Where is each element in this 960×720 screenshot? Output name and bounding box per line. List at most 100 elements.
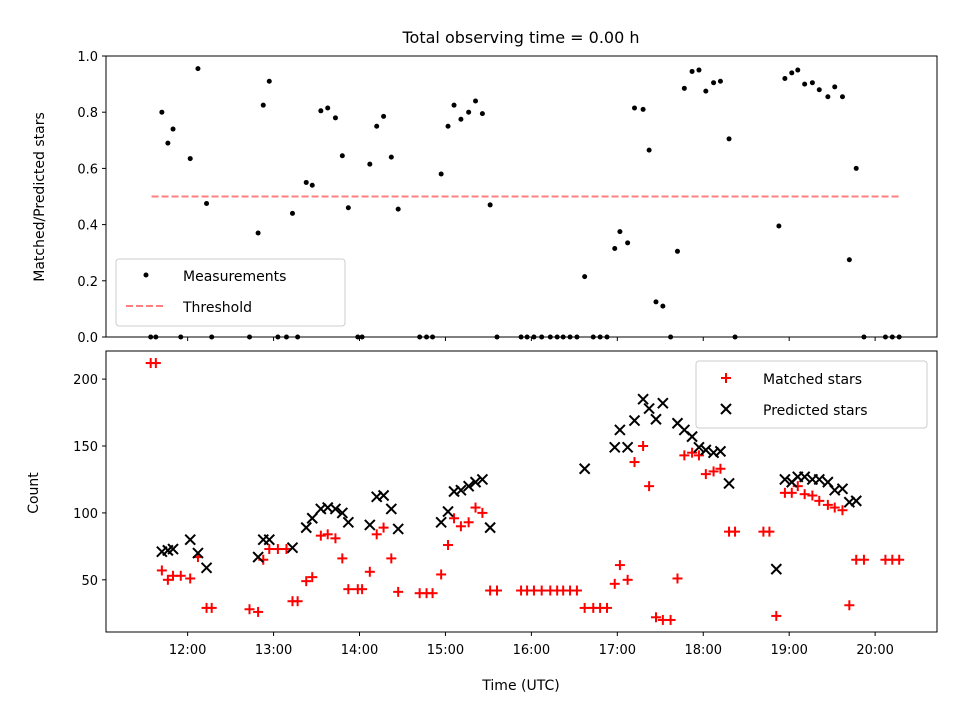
measurement-point xyxy=(388,154,394,160)
predicted-stars-point xyxy=(192,547,204,559)
predicted-stars-point xyxy=(300,521,312,534)
measurement-point xyxy=(479,111,485,117)
predicted-stars-point xyxy=(836,483,849,495)
matched-stars-point xyxy=(292,596,303,607)
measurement-point xyxy=(625,240,631,246)
x-tick-label: 16:00 xyxy=(513,643,550,658)
predicted-stars-point xyxy=(263,533,275,546)
matched-stars-point xyxy=(301,576,312,587)
measurement-point xyxy=(187,156,193,162)
predicted-stars-point xyxy=(252,551,264,563)
matched-stars-point xyxy=(272,544,283,555)
bottom-legend: Matched stars Predicted stars xyxy=(695,360,928,429)
predicted-stars-point xyxy=(306,512,318,524)
matched-stars-point xyxy=(644,481,655,492)
measurement-point xyxy=(632,105,638,111)
measurement-point xyxy=(195,66,201,72)
measurement-point xyxy=(318,108,324,114)
predicted-stars-point xyxy=(184,533,196,546)
measurement-point xyxy=(445,123,451,129)
matched-stars-point xyxy=(492,585,503,596)
matched-stars-point xyxy=(357,584,368,595)
matched-stars-point xyxy=(622,574,633,585)
predicted-stars-point xyxy=(200,562,213,574)
measurement-point xyxy=(309,182,315,188)
legend-matched-label: Matched stars xyxy=(763,372,862,388)
measurement-point xyxy=(703,88,709,94)
matched-stars-point xyxy=(807,490,818,501)
predicted-stars-point xyxy=(723,477,735,490)
measurement-point xyxy=(255,230,261,236)
predicted-stars-point xyxy=(484,521,496,534)
matched-stars-point xyxy=(650,612,661,623)
x-tick-label: 17:00 xyxy=(599,643,636,658)
measurement-point xyxy=(204,201,210,207)
measurement-point xyxy=(438,171,444,177)
measurement-point xyxy=(646,147,652,153)
measurement-point xyxy=(451,102,457,108)
predicted-stars-point xyxy=(476,473,489,486)
matched-stars-point xyxy=(150,358,161,369)
predicted-stars-point xyxy=(462,480,475,492)
predicted-stars-point xyxy=(637,393,649,405)
matched-stars-point xyxy=(427,588,438,599)
top-plot-frame xyxy=(105,55,938,338)
predicted-stars-point xyxy=(392,523,404,535)
measurement-point xyxy=(165,140,171,146)
predicted-stars-point xyxy=(850,495,862,507)
matched-stars-point xyxy=(672,573,683,584)
measurement-point xyxy=(795,67,801,73)
matched-stars-point xyxy=(858,554,869,565)
predicted-stars-point xyxy=(657,397,669,409)
measurement-point xyxy=(170,126,176,132)
matched-stars-point xyxy=(829,502,840,513)
legend-matched-marker xyxy=(721,373,731,383)
measurement-point xyxy=(339,153,345,159)
matched-stars-point xyxy=(822,499,833,510)
matched-stars-point xyxy=(844,600,855,611)
predicted-stars-point xyxy=(336,507,349,519)
matched-stars-point xyxy=(708,466,719,477)
x-tick-label: 14:00 xyxy=(341,643,378,658)
matched-stars-point xyxy=(814,495,825,506)
matched-stars-point xyxy=(693,450,704,461)
measurement-point xyxy=(816,87,822,93)
predicted-stars-point xyxy=(442,505,454,518)
measurement-point xyxy=(487,202,493,208)
matched-stars-point xyxy=(579,602,590,613)
measurement-point xyxy=(802,81,808,87)
measurement-point xyxy=(612,245,618,251)
matched-stars-point xyxy=(602,602,613,613)
chart-title: Total observing time = 0.00 h xyxy=(401,28,639,47)
matched-stars-point xyxy=(638,441,649,452)
matched-stars-point xyxy=(378,522,389,533)
matched-stars-point xyxy=(322,529,333,540)
bottom-y-axis-label: Count xyxy=(26,472,42,514)
legend-threshold-label: Threshold xyxy=(182,300,252,316)
matched-stars-point xyxy=(449,513,460,524)
top-y-tick-label: 0.6 xyxy=(77,162,98,177)
top-y-tick-label: 0.4 xyxy=(77,219,98,234)
matched-stars-point xyxy=(253,606,264,617)
matched-stars-point xyxy=(162,574,173,585)
predicted-stars-point xyxy=(650,413,662,425)
measurement-point xyxy=(726,136,732,142)
predicted-stars-point xyxy=(813,473,825,486)
matched-stars-point xyxy=(477,507,488,518)
matched-stars-point xyxy=(337,553,348,564)
bottom-y-tick-label: 150 xyxy=(73,440,98,455)
predicted-stars-point xyxy=(385,503,398,515)
matched-stars-point xyxy=(609,578,620,589)
ratio-panel: Total observing time = 0.00 h Matched/Pr… xyxy=(32,28,938,346)
matched-stars-point xyxy=(455,521,466,532)
matched-stars-point xyxy=(764,526,775,537)
top-y-tick-label: 0.2 xyxy=(77,275,98,290)
x-tick-label: 13:00 xyxy=(255,643,292,658)
measurement-point xyxy=(395,206,401,212)
predicted-stars-point xyxy=(700,444,712,456)
measurement-point xyxy=(674,248,680,254)
measurement-point xyxy=(789,70,795,76)
bottom-y-tick-label: 50 xyxy=(81,574,98,589)
matched-stars-point xyxy=(894,554,905,565)
